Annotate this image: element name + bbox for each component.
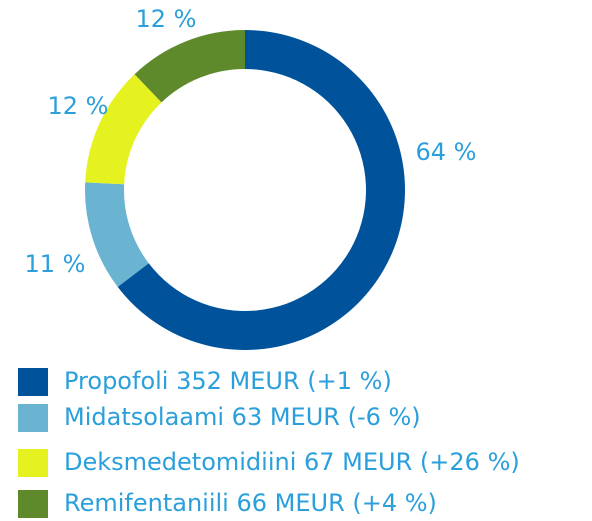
- legend-swatch: [18, 449, 48, 477]
- legend-swatch: [18, 490, 48, 518]
- donut-slice: [134, 30, 245, 103]
- legend-label: Deksmedetomidiini 67 MEUR (+26 %): [64, 448, 520, 476]
- legend-label: Remifentaniili 66 MEUR (+4 %): [64, 489, 437, 517]
- slice-label: 64 %: [416, 138, 477, 166]
- slice-label: 12 %: [136, 5, 197, 33]
- slice-label: 12 %: [48, 92, 109, 120]
- legend-label: Propofoli 352 MEUR (+1 %): [64, 367, 392, 395]
- slice-label: 11 %: [25, 250, 86, 278]
- legend-label: Midatsolaami 63 MEUR (-6 %): [64, 403, 421, 431]
- legend-swatch: [18, 368, 48, 396]
- legend-swatch: [18, 404, 48, 432]
- donut-slice: [85, 182, 149, 287]
- donut-slice: [85, 74, 162, 185]
